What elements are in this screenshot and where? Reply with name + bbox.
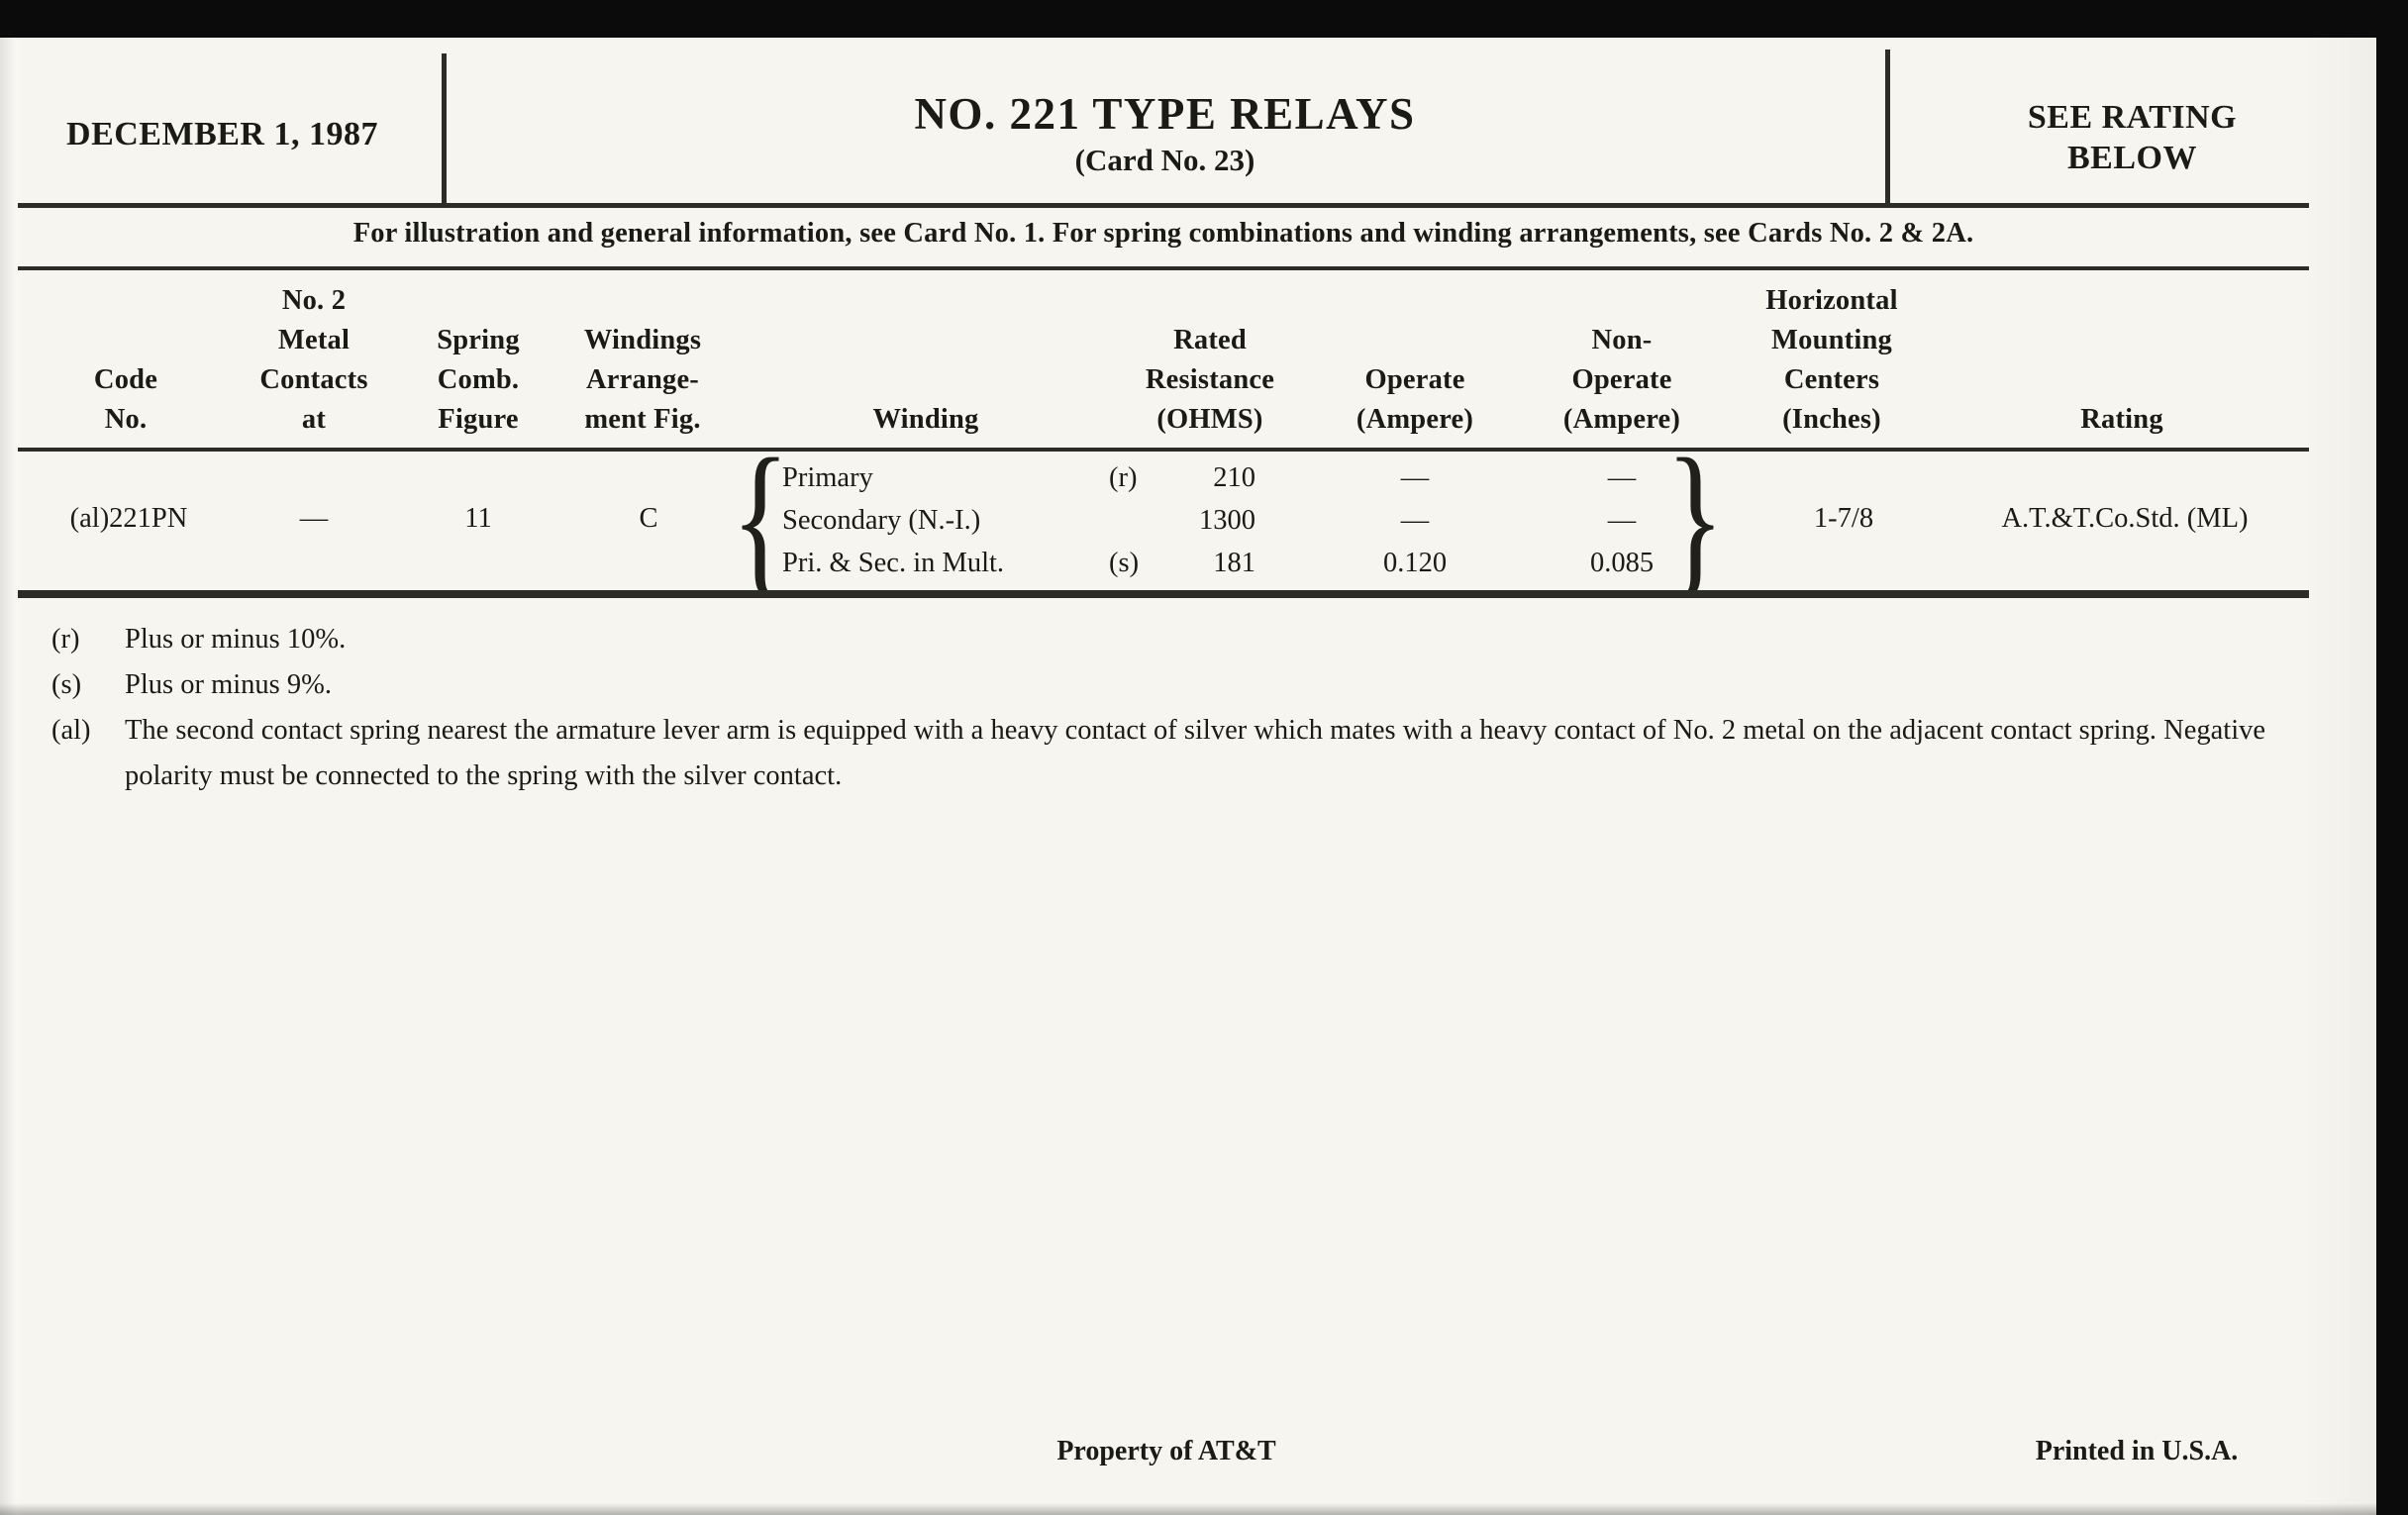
table-row: (al)221PN — 11 C { Primary Secondary (N.… <box>0 424 2376 613</box>
cell-operate: — — 0.120 <box>1383 456 1447 584</box>
operate-line: — <box>1400 505 1430 536</box>
operate-line: 0.120 <box>1382 548 1448 578</box>
card-number: (Card No. 23) <box>1074 142 1255 177</box>
table-top-rule <box>18 266 2309 270</box>
cell-metal-contacts: — <box>299 503 329 534</box>
footnote-tag: (s) <box>51 669 82 700</box>
footnote-text: Plus or minus 9%. <box>125 669 333 700</box>
cell-windings-fig: C <box>639 503 658 534</box>
tolerance-tag <box>1109 499 1166 542</box>
open-brace-glyph: { <box>731 424 790 613</box>
cell-non-operate: — — 0.085 <box>1590 456 1654 584</box>
resistance-line: 1300 <box>1109 499 1255 542</box>
operate-line: — <box>1400 462 1430 493</box>
footer-printed-label: Printed in U.S.A. <box>2035 1436 2239 1466</box>
card-title: NO. 221 TYPE RELAYS <box>914 88 1416 139</box>
tolerance-tag: (r) <box>1109 462 1138 493</box>
footnote: (al) The second contact spring nearest th… <box>51 708 2325 799</box>
close-brace-glyph: } <box>1665 424 1725 613</box>
resistance-value: 181 <box>1213 548 1255 578</box>
header-divider-right <box>1885 50 1890 204</box>
non-operate-line: 0.085 <box>1589 548 1655 578</box>
cell-code-no: (al)221PN <box>69 503 188 534</box>
header-divider-left <box>442 53 447 204</box>
col-header-code: Code No. <box>93 364 158 435</box>
cell-winding-list: Primary Secondary (N.-I.) Pri. & Sec. in… <box>782 456 1004 584</box>
header-bottom-rule <box>18 448 2309 452</box>
cell-rated-resistance: (r) 210 1300 (s) 181 <box>1109 456 1255 584</box>
col-header-non-operate: Non- Operate (Ampere) <box>1562 325 1681 435</box>
col-header-rating: Rating <box>2080 404 2163 435</box>
footnote-text: Plus or minus 10%. <box>125 624 347 655</box>
footnote: (r) Plus or minus 10%. <box>51 617 2325 662</box>
non-operate-line: — <box>1607 462 1637 493</box>
card-title-block: NO. 221 TYPE RELAYS (Card No. 23) <box>445 63 1885 203</box>
col-header-mounting-centers: Horizontal Mounting Centers (Inches) <box>1765 285 1898 435</box>
resistance-line: (s) 181 <box>1109 542 1255 584</box>
non-operate-line: — <box>1607 505 1637 536</box>
footnote: (s) Plus or minus 9%. <box>51 662 2325 708</box>
reference-banner: For illustration and general information… <box>352 218 1974 249</box>
resistance-value: 1300 <box>1199 505 1255 536</box>
table-header-row: Code No. No. 2 Metal Contacts at Spring … <box>0 273 2376 442</box>
footnote-text: The second contact spring nearest the ar… <box>125 715 2266 791</box>
cell-rating: A.T.&T.Co.Std. (ML) <box>2001 503 2249 534</box>
footnote-tag: (al) <box>51 715 91 746</box>
col-header-metal-contacts: No. 2 Metal Contacts at <box>259 285 368 435</box>
document-card: DECEMBER 1, 1987 NO. 221 TYPE RELAYS (Ca… <box>0 38 2376 1515</box>
col-header-rated-resistance: Rated Resistance (OHMS) <box>1145 325 1275 435</box>
table-bottom-rule <box>18 590 2309 598</box>
resistance-line: (r) 210 <box>1109 456 1255 499</box>
winding-line: Primary <box>782 462 873 493</box>
winding-line: Pri. & Sec. in Mult. <box>782 548 1005 578</box>
header-rule <box>18 203 2309 208</box>
issue-date: DECEMBER 1, 1987 <box>66 115 378 152</box>
resistance-value: 210 <box>1213 462 1255 493</box>
winding-line: Secondary (N.-I.) <box>782 505 981 536</box>
footer-property-label: Property of AT&T <box>1056 1436 1276 1466</box>
cell-spring-comb: 11 <box>464 503 492 534</box>
col-header-windings-fig: Windings Arrange- ment Fig. <box>583 325 702 435</box>
col-header-winding: Winding <box>872 404 979 435</box>
col-header-operate: Operate (Ampere) <box>1355 364 1474 435</box>
cell-mounting-centers: 1-7/8 <box>1813 503 1874 534</box>
footnote-tag: (r) <box>51 624 80 655</box>
col-header-spring-comb: Spring Comb. Figure <box>437 325 520 435</box>
rating-callout: SEE RATING BELOW <box>2027 98 2238 176</box>
tolerance-tag: (s) <box>1109 548 1140 578</box>
footnotes: (r) Plus or minus 10%. (s) Plus or minus 9… <box>51 617 2325 799</box>
